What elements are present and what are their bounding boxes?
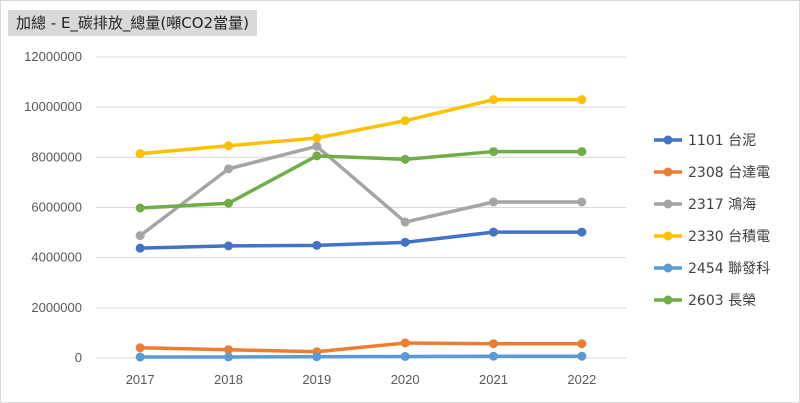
data-point[interactable] [135,203,145,213]
series-line[interactable] [138,144,584,238]
data-point[interactable] [577,339,587,349]
data-point[interactable] [224,141,233,151]
legend-label: 2317 鴻海 [688,197,756,213]
legend-item[interactable]: 2317 鴻海 [654,197,756,213]
legend-label: 2454 聯發科 [688,261,770,277]
legend-item[interactable]: 2330 台積電 [654,229,770,245]
legend-label: 1101 台泥 [688,133,756,149]
series-2[interactable] [135,141,587,241]
data-point[interactable] [135,149,145,159]
series-4[interactable] [135,351,587,362]
legend-item[interactable]: 2308 台達電 [654,165,770,181]
legend-item[interactable]: 2603 長榮 [654,293,756,309]
data-point[interactable] [489,351,498,361]
x-tick-label: 2022 [567,372,596,387]
data-point[interactable] [312,141,322,151]
legend-marker-icon [663,167,673,177]
series-3[interactable] [135,95,587,159]
legend-marker-icon [663,295,673,305]
data-point[interactable] [489,197,498,207]
legend-marker-icon [663,135,673,145]
data-point[interactable] [489,95,498,105]
x-tick-label: 2020 [391,372,420,387]
y-axis-ticks: 0 2000000 4000000 6000000 8000000 10000000 120… [24,49,82,365]
data-point[interactable] [224,241,233,251]
data-point[interactable] [224,352,233,362]
series-group [135,95,587,362]
data-point[interactable] [135,343,145,353]
series-line[interactable] [138,149,584,210]
data-point[interactable] [312,133,322,143]
series-0[interactable] [135,227,587,253]
data-point[interactable] [489,147,498,157]
legend-marker-icon [663,199,673,209]
data-point[interactable] [400,338,410,348]
data-point[interactable] [224,198,233,208]
series-line[interactable] [138,97,584,156]
data-point[interactable] [577,147,587,157]
y-tick-label: 4000000 [31,250,82,265]
y-tick-label: 2000000 [31,300,82,315]
legend-item[interactable]: 2454 聯發科 [654,261,770,277]
y-tick-label: 0 [75,350,82,365]
series-line[interactable] [138,230,584,250]
data-point[interactable] [312,352,322,362]
data-point[interactable] [224,345,233,355]
data-point[interactable] [135,243,145,253]
legend-label: 2603 長榮 [688,293,756,309]
data-point[interactable] [489,227,498,237]
data-point[interactable] [224,164,233,174]
x-axis-ticks: 2017 2018 2019 2020 2021 2022 [126,372,597,387]
data-point[interactable] [400,154,410,164]
y-tick-label: 12000000 [24,49,82,64]
x-tick-label: 2019 [302,372,331,387]
legend-marker-icon [663,263,673,273]
data-point[interactable] [400,351,410,361]
legend-item[interactable]: 1101 台泥 [654,133,756,149]
series-line[interactable] [138,341,584,354]
x-tick-label: 2018 [214,372,243,387]
data-point[interactable] [577,227,587,237]
legend: 1101 台泥 2308 台達電 2317 鴻海 2330 台積電 2454 聯發科 26… [654,133,770,309]
chart-title[interactable]: 加總 - E_碳排放_總量(噸CO2當量) [8,10,257,36]
data-point[interactable] [135,231,145,241]
data-point[interactable] [400,116,410,126]
data-point[interactable] [577,197,587,207]
data-point[interactable] [135,352,145,362]
legend-marker-icon [663,231,673,241]
series-1[interactable] [135,338,587,357]
legend-label: 2330 台積電 [688,229,770,245]
series-line[interactable] [138,354,584,359]
y-tick-label: 6000000 [31,200,82,215]
legend-label: 2308 台達電 [688,165,770,181]
series-5[interactable] [135,147,587,213]
data-point[interactable] [577,95,587,105]
data-point[interactable] [577,351,587,361]
data-point[interactable] [312,151,322,161]
data-point[interactable] [400,237,410,247]
y-tick-label: 10000000 [24,99,82,114]
data-point[interactable] [400,217,410,227]
x-tick-label: 2021 [479,372,508,387]
data-point[interactable] [312,240,322,250]
y-tick-label: 8000000 [31,149,82,164]
data-point[interactable] [489,339,498,349]
x-tick-label: 2017 [126,372,155,387]
